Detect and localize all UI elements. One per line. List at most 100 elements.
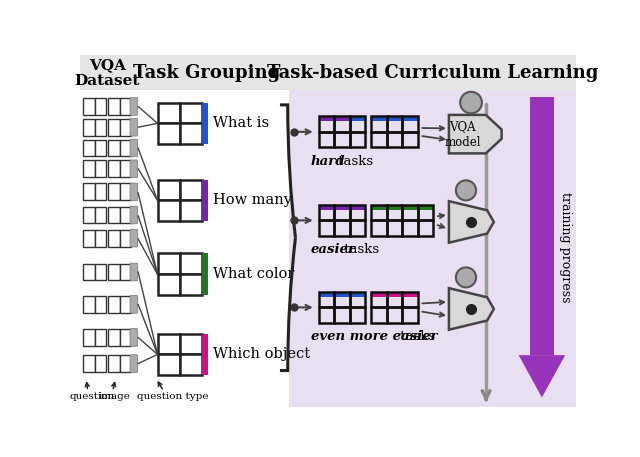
Text: What color: What color xyxy=(213,267,294,282)
FancyBboxPatch shape xyxy=(130,206,138,224)
Bar xyxy=(349,292,365,308)
Bar xyxy=(95,183,106,200)
Bar xyxy=(120,160,131,177)
FancyBboxPatch shape xyxy=(130,229,138,247)
FancyBboxPatch shape xyxy=(130,296,138,313)
Bar xyxy=(108,98,120,115)
Bar xyxy=(334,132,349,147)
Bar xyxy=(180,180,202,200)
FancyBboxPatch shape xyxy=(130,329,138,346)
Bar xyxy=(319,205,334,210)
Bar xyxy=(157,354,180,375)
Bar xyxy=(202,102,208,144)
Bar xyxy=(387,205,403,220)
Bar xyxy=(157,180,180,200)
Bar xyxy=(403,117,418,121)
Bar xyxy=(319,292,334,308)
Text: training progress: training progress xyxy=(559,192,572,303)
Bar xyxy=(349,117,365,121)
Bar xyxy=(418,205,433,220)
Bar xyxy=(334,292,349,308)
Polygon shape xyxy=(518,355,565,398)
Bar xyxy=(95,355,106,372)
Bar xyxy=(371,292,387,297)
Bar xyxy=(371,205,387,210)
Bar xyxy=(83,329,95,346)
Bar xyxy=(387,292,403,297)
Bar xyxy=(319,220,334,236)
Bar xyxy=(83,98,95,115)
Bar xyxy=(180,274,202,295)
Bar xyxy=(371,132,387,147)
Bar xyxy=(157,200,180,221)
Polygon shape xyxy=(449,201,494,243)
Bar xyxy=(371,205,387,220)
Bar xyxy=(95,98,106,115)
Bar xyxy=(108,119,120,136)
Bar xyxy=(180,354,202,375)
Bar xyxy=(120,98,131,115)
Bar xyxy=(349,308,365,323)
Bar xyxy=(108,264,120,281)
Bar xyxy=(120,207,131,223)
Bar xyxy=(95,296,106,313)
Bar xyxy=(83,355,95,372)
Bar xyxy=(334,205,349,220)
Bar xyxy=(83,119,95,136)
Bar xyxy=(334,205,349,210)
Bar xyxy=(120,139,131,156)
Bar xyxy=(108,355,120,372)
Text: Task-based Curriculum Learning: Task-based Curriculum Learning xyxy=(267,64,598,82)
Text: question: question xyxy=(69,392,115,401)
Text: Which object: Which object xyxy=(213,347,310,361)
Bar xyxy=(334,292,349,297)
Polygon shape xyxy=(449,115,502,154)
Text: How many: How many xyxy=(213,193,292,207)
Bar xyxy=(349,292,365,297)
Bar xyxy=(334,220,349,236)
Bar xyxy=(387,308,403,323)
Bar xyxy=(319,117,334,121)
Bar xyxy=(319,205,334,220)
Text: easier: easier xyxy=(311,244,356,256)
Bar xyxy=(319,132,334,147)
Bar xyxy=(108,139,120,156)
Bar xyxy=(95,160,106,177)
Bar xyxy=(371,308,387,323)
Bar xyxy=(120,264,131,281)
Bar xyxy=(157,254,180,274)
Bar xyxy=(180,334,202,354)
Bar xyxy=(83,207,95,223)
Bar xyxy=(371,117,387,121)
Bar xyxy=(371,117,387,132)
Bar xyxy=(371,292,387,308)
Bar xyxy=(349,132,365,147)
Bar xyxy=(157,334,180,354)
Bar xyxy=(120,296,131,313)
Bar xyxy=(387,205,403,210)
Text: VQA
model: VQA model xyxy=(444,120,481,149)
Bar xyxy=(108,207,120,223)
Bar xyxy=(108,183,120,200)
Bar xyxy=(120,119,131,136)
Bar xyxy=(403,292,418,297)
FancyBboxPatch shape xyxy=(130,263,138,281)
Text: VQA
Dataset: VQA Dataset xyxy=(74,58,140,88)
FancyBboxPatch shape xyxy=(130,118,138,136)
Bar xyxy=(120,229,131,247)
Text: hard: hard xyxy=(311,155,346,168)
Bar xyxy=(180,200,202,221)
Bar xyxy=(418,205,433,210)
Bar xyxy=(334,308,349,323)
Bar xyxy=(83,160,95,177)
Bar xyxy=(180,254,202,274)
Bar xyxy=(387,117,403,132)
Text: tasks: tasks xyxy=(396,330,435,344)
Bar xyxy=(403,292,418,308)
Bar xyxy=(83,183,95,200)
Bar xyxy=(180,123,202,144)
Bar xyxy=(403,220,418,236)
Bar xyxy=(157,274,180,295)
Bar xyxy=(349,205,365,220)
Bar xyxy=(202,334,208,375)
